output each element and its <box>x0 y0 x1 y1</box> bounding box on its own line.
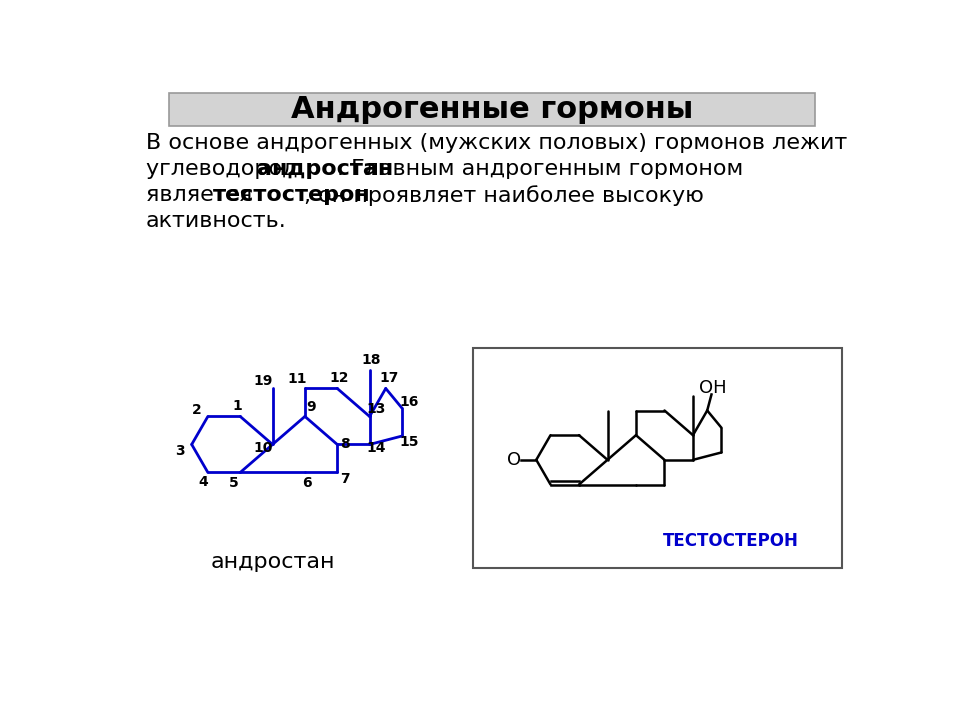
FancyBboxPatch shape <box>169 93 815 127</box>
Text: Андрогенные гормоны: Андрогенные гормоны <box>291 95 693 124</box>
Text: андростан: андростан <box>211 552 335 572</box>
Text: 7: 7 <box>340 472 349 485</box>
Text: . Главным андрогенным гормоном: . Главным андрогенным гормоном <box>337 159 743 179</box>
Text: 15: 15 <box>400 435 420 449</box>
Text: 2: 2 <box>191 403 202 418</box>
Text: 1: 1 <box>232 400 242 413</box>
Bar <box>472 348 842 567</box>
Text: 3: 3 <box>176 444 185 458</box>
Text: 9: 9 <box>306 400 316 414</box>
Text: 11: 11 <box>287 372 307 386</box>
Text: углеводород: углеводород <box>146 159 304 179</box>
Text: является: является <box>146 185 259 205</box>
Text: 12: 12 <box>329 372 348 385</box>
Text: , он проявляет наиболее высокую: , он проявляет наиболее высокую <box>304 185 704 206</box>
Text: 19: 19 <box>253 374 273 388</box>
Text: 18: 18 <box>361 354 381 367</box>
Text: OH: OH <box>699 379 727 397</box>
Text: 8: 8 <box>340 438 349 451</box>
Text: тестостерон: тестостерон <box>213 185 371 205</box>
Text: 16: 16 <box>400 395 420 409</box>
Text: O: O <box>507 451 520 469</box>
Text: 5: 5 <box>229 476 239 490</box>
Text: 6: 6 <box>302 476 312 490</box>
Text: андростан: андростан <box>257 159 394 179</box>
Text: 4: 4 <box>199 475 208 490</box>
Text: активность.: активность. <box>146 211 286 231</box>
Text: В основе андрогенных (мужских половых) гормонов лежит: В основе андрогенных (мужских половых) г… <box>146 132 847 153</box>
Text: 17: 17 <box>380 372 399 385</box>
Text: ТЕСТОСТЕРОН: ТЕСТОСТЕРОН <box>662 531 799 549</box>
Text: 10: 10 <box>253 441 273 454</box>
Text: 14: 14 <box>366 441 386 454</box>
Text: 13: 13 <box>366 402 385 415</box>
